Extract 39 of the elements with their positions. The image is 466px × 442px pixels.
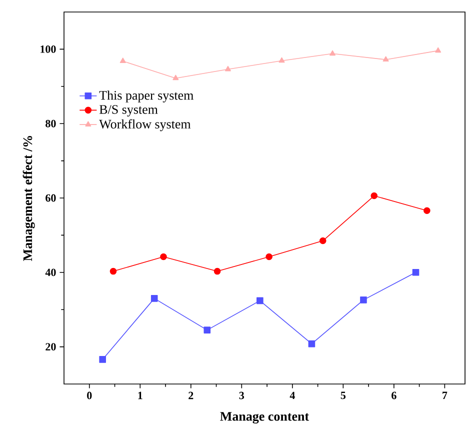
point xyxy=(370,192,378,200)
point xyxy=(319,237,326,244)
x-tick-label: 1 xyxy=(138,392,142,400)
point xyxy=(224,66,231,72)
y-axis-title: Management effect /% xyxy=(22,136,35,261)
x-tick-label: 3 xyxy=(239,392,244,400)
point xyxy=(308,340,316,348)
point xyxy=(99,356,106,363)
legend-label: This paper system xyxy=(99,90,194,102)
y-tick-label: 80 xyxy=(46,120,56,128)
y-tick-label: 60 xyxy=(46,194,56,202)
point xyxy=(110,268,117,275)
point xyxy=(120,58,126,63)
y-tick-label: 40 xyxy=(45,268,56,276)
legend-label: B/S system xyxy=(99,105,158,117)
x-tick-label: 5 xyxy=(340,392,346,400)
x-axis-title: Manage content xyxy=(220,412,310,424)
y-tick-label: 100 xyxy=(40,45,56,53)
point xyxy=(412,269,420,276)
y-tick-label: 20 xyxy=(46,343,56,351)
point xyxy=(160,253,167,260)
x-tick-label: 6 xyxy=(392,392,396,400)
point xyxy=(256,297,264,304)
point xyxy=(150,295,158,302)
point xyxy=(330,50,336,56)
x-tick-label: 0 xyxy=(87,392,92,400)
point xyxy=(266,253,272,260)
point xyxy=(424,207,430,214)
point xyxy=(214,268,221,275)
point xyxy=(382,56,389,62)
point xyxy=(204,326,211,334)
point xyxy=(435,47,442,53)
x-tick-label: 2 xyxy=(188,392,194,400)
point xyxy=(360,296,367,304)
point xyxy=(172,74,179,80)
x-tick-label: 7 xyxy=(442,392,448,400)
point xyxy=(278,57,285,63)
legend-label: Workflow system xyxy=(99,119,191,132)
x-tick-label: 4 xyxy=(290,392,295,400)
